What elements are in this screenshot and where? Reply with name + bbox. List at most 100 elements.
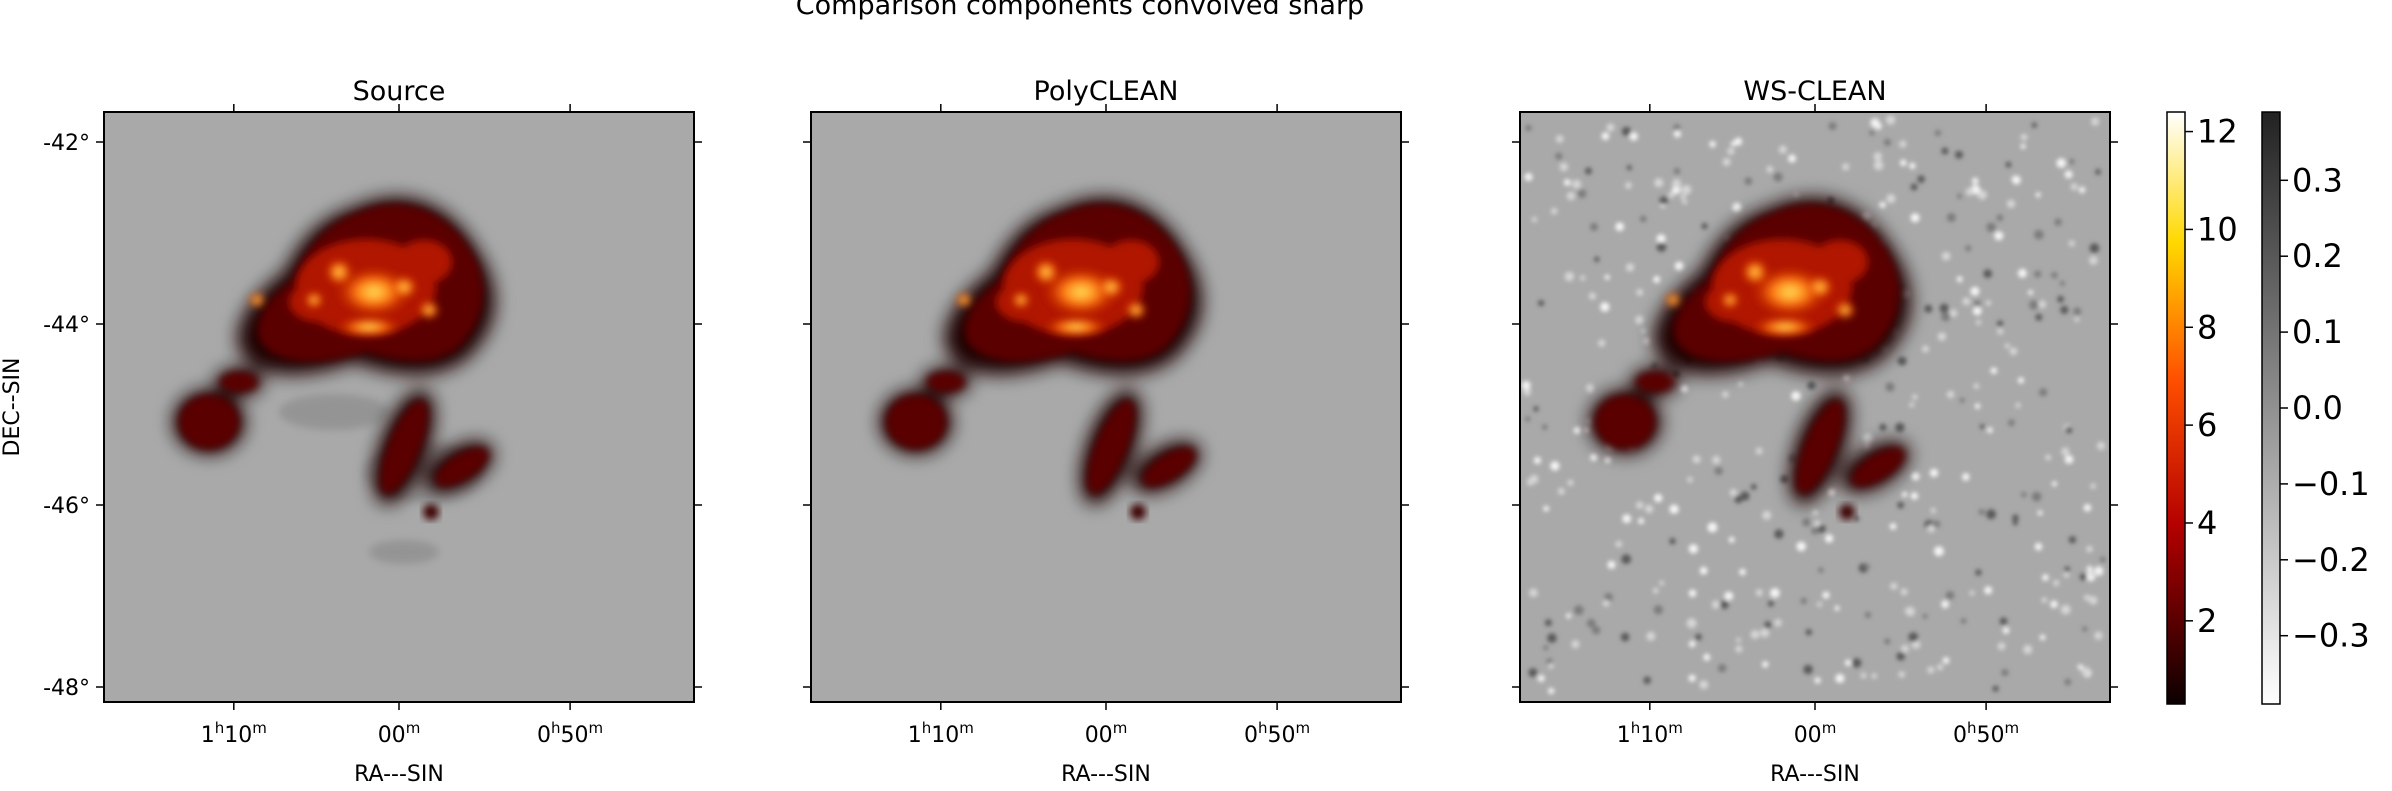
- noise-speckle: [2034, 270, 2042, 278]
- noise-speckle: [1978, 508, 1985, 516]
- colorbar-intensity-tick-label: 6: [2197, 406, 2217, 444]
- noise-speckle: [1796, 541, 1806, 552]
- noise-speckle: [1669, 538, 1676, 545]
- noise-speckle: [2068, 240, 2075, 247]
- colorbar-residual-tick-label: −0.3: [2292, 617, 2370, 655]
- noise-speckle: [1604, 274, 1610, 280]
- noise-speckle: [1939, 303, 1949, 313]
- noise-speckle: [1965, 245, 1972, 252]
- noise-speckle: [1814, 677, 1821, 684]
- noise-speckle: [2020, 133, 2028, 141]
- noise-speckle: [2065, 426, 2073, 434]
- noise-speckle: [2005, 161, 2012, 168]
- noise-speckle: [1590, 222, 1598, 231]
- noise-speckle: [1673, 167, 1681, 175]
- noise-speckle: [1750, 630, 1760, 639]
- noise-speckle: [1586, 384, 1594, 392]
- noise-speckle: [1688, 589, 1697, 598]
- noise-speckle: [1910, 183, 1918, 191]
- noise-speckle: [1873, 160, 1884, 171]
- noise-speckle: [1929, 468, 1939, 478]
- noise-speckle: [1621, 126, 1631, 136]
- noise-speckle: [1674, 261, 1684, 271]
- noise-speckle: [1736, 637, 1741, 643]
- noise-speckle: [1606, 123, 1615, 132]
- noise-speckle: [1997, 642, 2006, 651]
- noise-speckle: [2031, 491, 2042, 502]
- ra-tick-label: 00m: [1085, 719, 1128, 748]
- noise-speckle: [1791, 391, 1801, 401]
- noise-speckle: [1805, 629, 1812, 636]
- noise-speckle: [1999, 617, 2008, 626]
- noise-speckle: [1728, 536, 1735, 543]
- noise-speckle: [1550, 461, 1560, 471]
- noise-speckle: [1739, 568, 1746, 576]
- noise-speckle: [1890, 582, 1898, 590]
- noise-speckle: [1699, 680, 1709, 690]
- noise-speckle: [2089, 256, 2098, 265]
- noise-speckle: [1646, 631, 1656, 641]
- noise-speckle: [1594, 256, 1600, 262]
- noise-speckle: [1940, 311, 1951, 322]
- noise-speckle: [1525, 124, 1532, 132]
- noise-speckle: [1802, 518, 1811, 527]
- noise-speckle: [1529, 588, 1538, 598]
- noise-speckle: [2079, 573, 2088, 581]
- noise-speckle: [1656, 242, 1667, 252]
- noise-speckle: [1566, 613, 1572, 619]
- noise-speckle: [2064, 170, 2073, 179]
- noise-speckle: [2068, 158, 2075, 165]
- noise-speckle: [1901, 644, 1909, 653]
- panel-title: Source: [353, 76, 446, 107]
- noise-speckle: [2091, 117, 2100, 126]
- x-axis-label: RA---SIN: [1061, 762, 1151, 787]
- noise-speckle: [1941, 600, 1949, 609]
- noise-speckle: [1917, 175, 1925, 183]
- noise-speckle: [1740, 491, 1750, 501]
- noise-speckle: [1602, 599, 1610, 607]
- noise-speckle: [1895, 422, 1905, 433]
- noise-speckle: [2039, 634, 2046, 641]
- noise-speckle: [1869, 130, 1875, 136]
- noise-speckle: [2053, 579, 2060, 587]
- noise-speckle: [1927, 524, 1935, 533]
- dec-tick-label: -42°: [43, 131, 90, 156]
- noise-speckle: [2031, 122, 2037, 128]
- noise-speckle: [1942, 657, 1950, 664]
- noise-speckle: [1654, 493, 1663, 503]
- noise-speckle: [1879, 201, 1886, 209]
- noise-speckle: [1727, 147, 1735, 155]
- noise-speckle: [1897, 501, 1904, 509]
- noise-speckle: [1962, 297, 1971, 306]
- ra-tick-label: 1h10m: [908, 719, 974, 748]
- noise-speckle: [1557, 487, 1565, 495]
- noise-speckle: [1941, 251, 1951, 261]
- noise-speckle: [1922, 613, 1928, 619]
- noise-speckle: [1909, 162, 1916, 170]
- noise-speckle: [1573, 605, 1584, 615]
- noise-speckle: [1770, 588, 1780, 598]
- noise-speckle: [1671, 185, 1681, 194]
- noise-speckle: [2090, 570, 2097, 577]
- colorbar-intensity-tick-label: 12: [2197, 113, 2238, 151]
- noise-speckle: [1793, 192, 1799, 199]
- noise-speckle: [2006, 199, 2016, 208]
- noise-speckle: [1911, 639, 1921, 649]
- noise-speckle: [2012, 514, 2019, 521]
- noise-speckle: [1572, 179, 1582, 189]
- noise-speckle: [1969, 590, 1975, 596]
- noise-speckle: [1525, 416, 1531, 422]
- noise-speckle: [1994, 231, 2004, 241]
- noise-speckle: [1760, 628, 1770, 638]
- x-axis-label: RA---SIN: [354, 762, 444, 787]
- noise-speckle: [2029, 300, 2039, 310]
- noise-speckle: [1524, 173, 1533, 181]
- colorbar-residual-tick-label: 0.0: [2292, 389, 2343, 427]
- noise-speckle: [1864, 611, 1871, 619]
- noise-speckle: [1625, 263, 1635, 272]
- noise-speckle: [1899, 140, 1907, 148]
- noise-speckle: [1912, 394, 1918, 400]
- noise-speckle: [1945, 591, 1955, 600]
- noise-speckle: [1955, 150, 1963, 159]
- noise-speckle: [2060, 604, 2071, 615]
